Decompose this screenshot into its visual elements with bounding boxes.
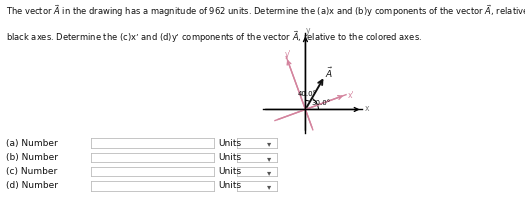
Text: The vector $\vec{A}$ in the drawing has a magnitude of 962 units. Determine the : The vector $\vec{A}$ in the drawing has …	[6, 3, 525, 19]
Text: ▾: ▾	[267, 140, 271, 149]
Text: i: i	[82, 139, 85, 148]
Text: Units: Units	[218, 139, 241, 148]
Text: y: y	[306, 26, 311, 35]
Text: i: i	[82, 153, 85, 162]
Text: (c) Number: (c) Number	[6, 167, 58, 176]
Text: ▾: ▾	[267, 168, 271, 177]
Text: Units: Units	[218, 153, 241, 162]
Text: i: i	[82, 182, 85, 191]
Text: x': x'	[348, 91, 354, 100]
Text: 40.0°: 40.0°	[298, 91, 317, 97]
Text: (b) Number: (b) Number	[6, 153, 58, 162]
Text: ▾: ▾	[267, 154, 271, 163]
Text: black axes. Determine the (c)x’ and (d)y’ components of the vector $\vec{A}$, re: black axes. Determine the (c)x’ and (d)y…	[6, 30, 422, 45]
Text: Units: Units	[218, 167, 241, 176]
Text: Units: Units	[218, 181, 241, 191]
Text: y': y'	[285, 50, 292, 59]
Text: (a) Number: (a) Number	[6, 139, 58, 148]
Text: (d) Number: (d) Number	[6, 181, 58, 191]
Text: ▾: ▾	[267, 182, 271, 191]
Text: 30.0°: 30.0°	[312, 100, 331, 106]
Text: i: i	[82, 168, 85, 177]
Text: x: x	[364, 104, 369, 113]
Text: $\vec{A}$: $\vec{A}$	[325, 66, 333, 80]
